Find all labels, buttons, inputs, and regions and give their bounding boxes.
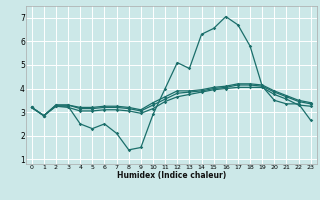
- X-axis label: Humidex (Indice chaleur): Humidex (Indice chaleur): [116, 171, 226, 180]
